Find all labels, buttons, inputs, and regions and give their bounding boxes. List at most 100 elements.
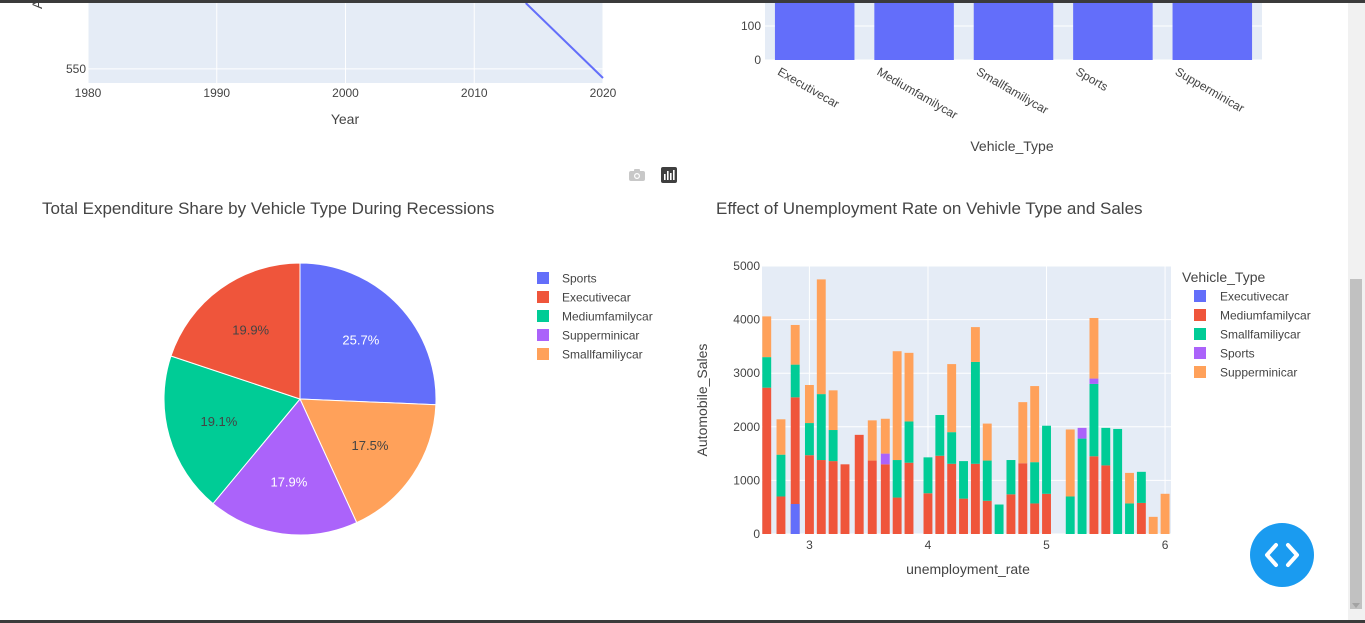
- stacked-bar-segment-mediumfamilycar: [892, 497, 902, 534]
- browser-bottom-edge: [0, 620, 1365, 623]
- bar-bars: [774, 3, 1253, 60]
- pie-legend-label: Executivecar: [562, 291, 631, 305]
- stacked-bar-segment-supperminicar: [1065, 429, 1075, 497]
- line-x-tick-label: 1990: [203, 86, 230, 100]
- bar-y-ticks: 0 100: [741, 19, 761, 67]
- pie-slice-sports: [299, 262, 437, 406]
- stacked-legend: Executivecar Mediumfamilycar Smallfamiliyc…: [1194, 290, 1311, 380]
- line-y-axis-title-fragment: A: [29, 3, 45, 9]
- pie-slice-smallfamiliycar: [299, 398, 437, 524]
- pie-legend-swatch: [537, 272, 549, 284]
- stacked-bar-segment-smallfamiliycar: [762, 357, 772, 388]
- stacked-bar-segment-smallfamiliycar: [1101, 427, 1111, 466]
- line-x-tick-label: 1980: [75, 86, 102, 100]
- stacked-bar-segment-mediumfamilycar: [1042, 493, 1051, 534]
- bar-supperminicar: [1172, 3, 1253, 60]
- stacked-bar-segment-mediumfamilycar: [935, 455, 945, 534]
- stacked-bar-segment-supperminicar: [1089, 317, 1099, 379]
- stacked-y-axis-title: Automobile_Sales: [694, 344, 710, 457]
- line-x-tick-label: 2000: [332, 86, 359, 100]
- stacked-x-tick-label: 4: [925, 538, 932, 552]
- stacked-bar-segment-smallfamiliycar: [1042, 425, 1051, 494]
- stacked-bar-segment-smallfamiliycar: [790, 364, 800, 398]
- pie-legend-label: Supperminicar: [562, 329, 639, 343]
- stacked-bar-segment-supperminicar: [982, 423, 992, 461]
- pie-slice-label: 17.9%: [270, 475, 307, 490]
- stacked-bar-segment-smallfamiliycar: [892, 460, 902, 498]
- bar-x-tick-label: Smallfamiliycar: [974, 64, 1051, 116]
- stacked-bar-segment-smallfamiliycar: [970, 361, 980, 464]
- stacked-y-tick-label: 4000: [733, 313, 760, 327]
- bar-y-tick-label: 100: [741, 19, 761, 33]
- stacked-bar-segment-supperminicar: [1018, 402, 1028, 464]
- stacked-bar-segment-supperminicar: [1148, 516, 1158, 534]
- bar-executivecar: [774, 3, 855, 60]
- stacked-bar-segment-mediumfamilycar: [904, 462, 914, 534]
- scrollbar-thumb[interactable]: [1350, 279, 1362, 609]
- stacked-bar-segment-smallfamiliycar: [804, 423, 814, 456]
- stacked-x-axis-title: unemployment_rate: [906, 561, 1030, 577]
- stacked-bar-segment-supperminicar: [776, 419, 786, 455]
- stacked-legend-label: Supperminicar: [1220, 366, 1297, 380]
- stacked-bar-segment-smallfamiliycar: [1089, 383, 1099, 457]
- stacked-bar-segment-sports: [880, 453, 890, 465]
- stacked-bar-segment-mediumfamilycar: [790, 397, 800, 534]
- pie-slice-label: 19.1%: [200, 414, 237, 429]
- stacked-bar-segment-mediumfamilycar: [1089, 456, 1099, 534]
- stacked-bar-segment-mediumfamilycar: [1101, 465, 1111, 534]
- stacked-bar-segment-mediumfamilycar: [776, 496, 786, 534]
- stacked-legend-label: Sports: [1220, 347, 1255, 361]
- stacked-bar-segment-mediumfamilycar: [1136, 502, 1146, 534]
- charts-canvas: 1980 1990 2000 2010 2020 550 Year A 0 100 Exe…: [29, 3, 1311, 577]
- stacked-bar-segment-smallfamiliycar: [959, 461, 968, 499]
- stacked-bar-segment-mediumfamilycar: [867, 460, 877, 534]
- line-chart: 1980 1990 2000 2010 2020 550 Year A: [29, 3, 617, 127]
- code-toggle-button[interactable]: [1250, 523, 1314, 587]
- stacked-legend-swatch: [1194, 309, 1206, 321]
- stacked-bar-segment-mediumfamilycar: [1006, 494, 1016, 534]
- stacked-bar-segment-mediumfamilycar: [828, 461, 838, 534]
- stacked-bar-segment-supperminicar: [904, 352, 914, 422]
- pie-slice-executivecar: [170, 262, 301, 400]
- stacked-x-ticks: 3 4 5 6: [806, 538, 1169, 552]
- stacked-legend-swatch: [1194, 290, 1206, 302]
- plotly-logo-icon[interactable]: [661, 167, 677, 188]
- pie-slice-labels: 25.7% 17.5% 17.9% 19.1% 19.9%: [200, 323, 388, 490]
- stacked-bar-chart: Effect of Unemployment Rate on Vehivle T…: [694, 199, 1311, 577]
- pie-slice-label: 25.7%: [342, 333, 379, 348]
- bar-x-tick-label: Mediumfamilycar: [875, 64, 961, 121]
- stacked-bar-segment-sports: [1089, 378, 1099, 384]
- stacked-bar-segment-smallfamiliycar: [904, 421, 914, 463]
- stacked-bar-segment-mediumfamilycar: [840, 464, 850, 534]
- bar-y-tick-label: 0: [754, 53, 761, 67]
- pie-legend-swatch: [537, 329, 549, 341]
- line-x-ticks: 1980 1990 2000 2010 2020: [75, 86, 617, 100]
- stacked-bar-segment-mediumfamilycar: [762, 387, 772, 534]
- stacked-bar-segment-supperminicar: [867, 420, 877, 461]
- stacked-bar-segment-smallfamiliycar: [1113, 428, 1123, 534]
- bar-x-tick-label: Executivecar: [775, 64, 841, 110]
- scroll-down-arrow-icon[interactable]: [1352, 603, 1360, 608]
- stacked-bar-segment-mediumfamilycar: [982, 500, 992, 534]
- stacked-legend-swatch: [1194, 328, 1206, 340]
- stacked-bar-segment-supperminicar: [1160, 493, 1170, 534]
- stacked-y-tick-label: 2000: [733, 420, 760, 434]
- pie-legend-swatch: [537, 310, 549, 322]
- camera-icon[interactable]: [628, 168, 646, 187]
- stacked-bar-segment-executivecar: [790, 503, 800, 534]
- stacked-bar-segment-mediumfamilycar: [970, 463, 980, 534]
- stacked-bar-segment-supperminicar: [828, 390, 838, 431]
- vertical-scrollbar[interactable]: [1348, 3, 1365, 620]
- stacked-bar-segment-mediumfamilycar: [854, 434, 864, 534]
- bar-mediumfamilycar: [874, 3, 954, 60]
- stacked-y-tick-label: 5000: [733, 259, 760, 273]
- stacked-y-ticks: 0 1000 2000 3000 4000 5000: [733, 259, 760, 541]
- stacked-bar-segment-mediumfamilycar: [816, 460, 826, 534]
- pie-slice-supperminicar: [212, 398, 358, 536]
- stacked-x-tick-label: 3: [806, 538, 813, 552]
- pie-legend: Sports Executivecar Mediumfamilycar Supperm…: [537, 272, 653, 362]
- stacked-bar-segment-smallfamiliycar: [1125, 503, 1134, 534]
- code-brackets-icon: [1265, 543, 1299, 567]
- stacked-bar-segment-smallfamiliycar: [1030, 462, 1040, 504]
- stacked-bar-segment-smallfamiliycar: [1065, 496, 1075, 534]
